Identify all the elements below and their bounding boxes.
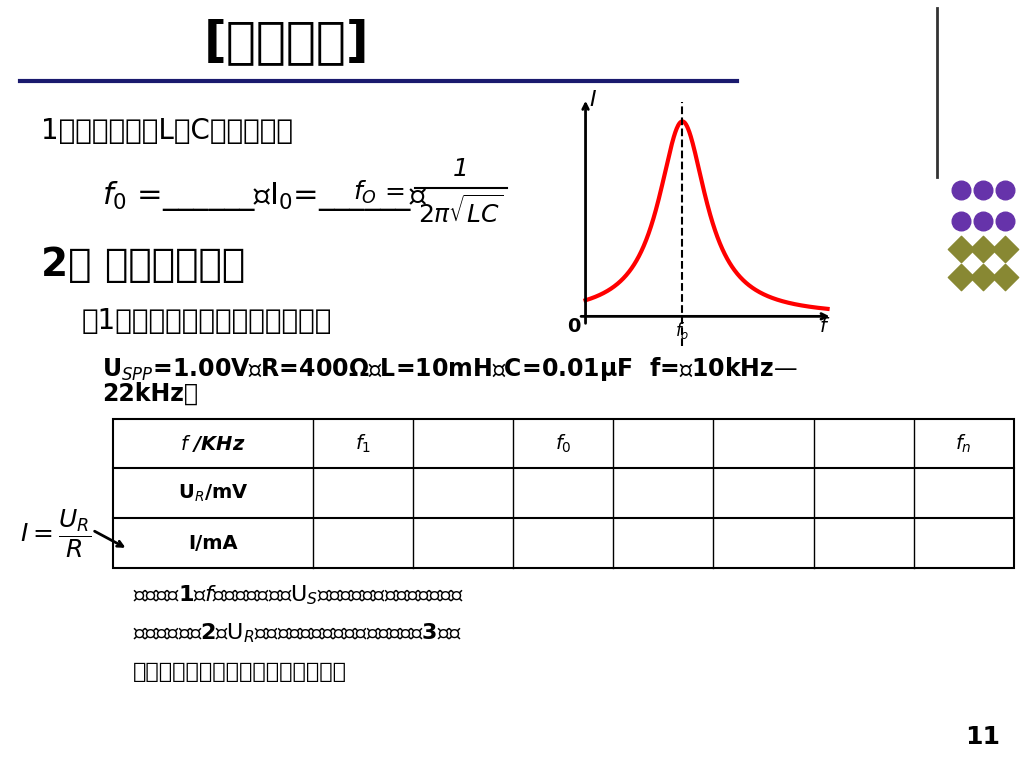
Text: $f_1$: $f_1$: [355, 432, 371, 455]
Point: [952, 270, 969, 283]
Text: U$_{SPP}$=1.00V，R=400Ω，L=10mH，C=0.01μF  f=（10kHz—: U$_{SPP}$=1.00V，R=400Ω，L=10mH，C=0.01μF f…: [102, 355, 798, 382]
Text: $2\pi\sqrt{LC}$: $2\pi\sqrt{LC}$: [418, 195, 504, 227]
Text: 特性: 特性: [878, 253, 904, 273]
Text: （1）测量有关数据，记录于下表: （1）测量有关数据，记录于下表: [82, 307, 333, 335]
Text: 0: 0: [566, 317, 581, 336]
Point: [952, 215, 969, 227]
Point: [975, 270, 991, 283]
Text: $f_O$ =: $f_O$ =: [353, 178, 404, 206]
Point: [975, 243, 991, 255]
Point: [997, 243, 1014, 255]
Text: 幅频: 幅频: [878, 210, 904, 230]
Text: 11: 11: [966, 725, 1000, 750]
Text: 1: 1: [453, 157, 469, 181]
Text: 注意：（$\mathbf{1}$）$f$取不同值要保持U$_S$不变，可以用数字电压表或示: 注意：（$\mathbf{1}$）$f$取不同值要保持U$_S$不变，可以用数字…: [133, 584, 465, 607]
Point: [997, 270, 1014, 283]
Text: 量时，示波器要与函数发生器共地。: 量时，示波器要与函数发生器共地。: [133, 662, 347, 682]
Text: 波器监测；（$\mathbf{2}$）U$_R$测量用数字电压表或示波器测量（$\mathbf{3}$）测: 波器监测；（$\mathbf{2}$）U$_R$测量用数字电压表或示波器测量（$…: [133, 622, 462, 645]
Point: [975, 184, 991, 196]
Text: 22kHz）: 22kHz）: [102, 382, 199, 406]
Text: $f$ /KHz: $f$ /KHz: [180, 433, 246, 454]
Point: [952, 243, 969, 255]
Point: [997, 215, 1014, 227]
Text: U$_R$/mV: U$_R$/mV: [177, 483, 248, 504]
Text: $f_0$: $f_0$: [555, 432, 571, 455]
Text: $f_o$: $f_o$: [675, 319, 689, 341]
Point: [997, 184, 1014, 196]
Point: [952, 184, 969, 196]
Text: $I$: $I$: [589, 90, 597, 110]
Text: I/mA: I/mA: [188, 534, 238, 553]
Text: [实验内容]: [实验内容]: [204, 18, 370, 66]
Bar: [113, 419, 1014, 568]
Text: $f_n$: $f_n$: [955, 432, 972, 455]
Text: $I = \dfrac{U_R}{R}$: $I = \dfrac{U_R}{R}$: [20, 508, 92, 560]
Text: $f_0$ =______，I$_0$=______。: $f_0$ =______，I$_0$=______。: [102, 179, 428, 213]
Text: 1、根据给出的L、C数值，计算: 1、根据给出的L、C数值，计算: [41, 117, 293, 144]
Text: 2、 幅频特性测定: 2、 幅频特性测定: [41, 246, 245, 284]
Point: [975, 215, 991, 227]
Text: f: f: [819, 317, 826, 336]
